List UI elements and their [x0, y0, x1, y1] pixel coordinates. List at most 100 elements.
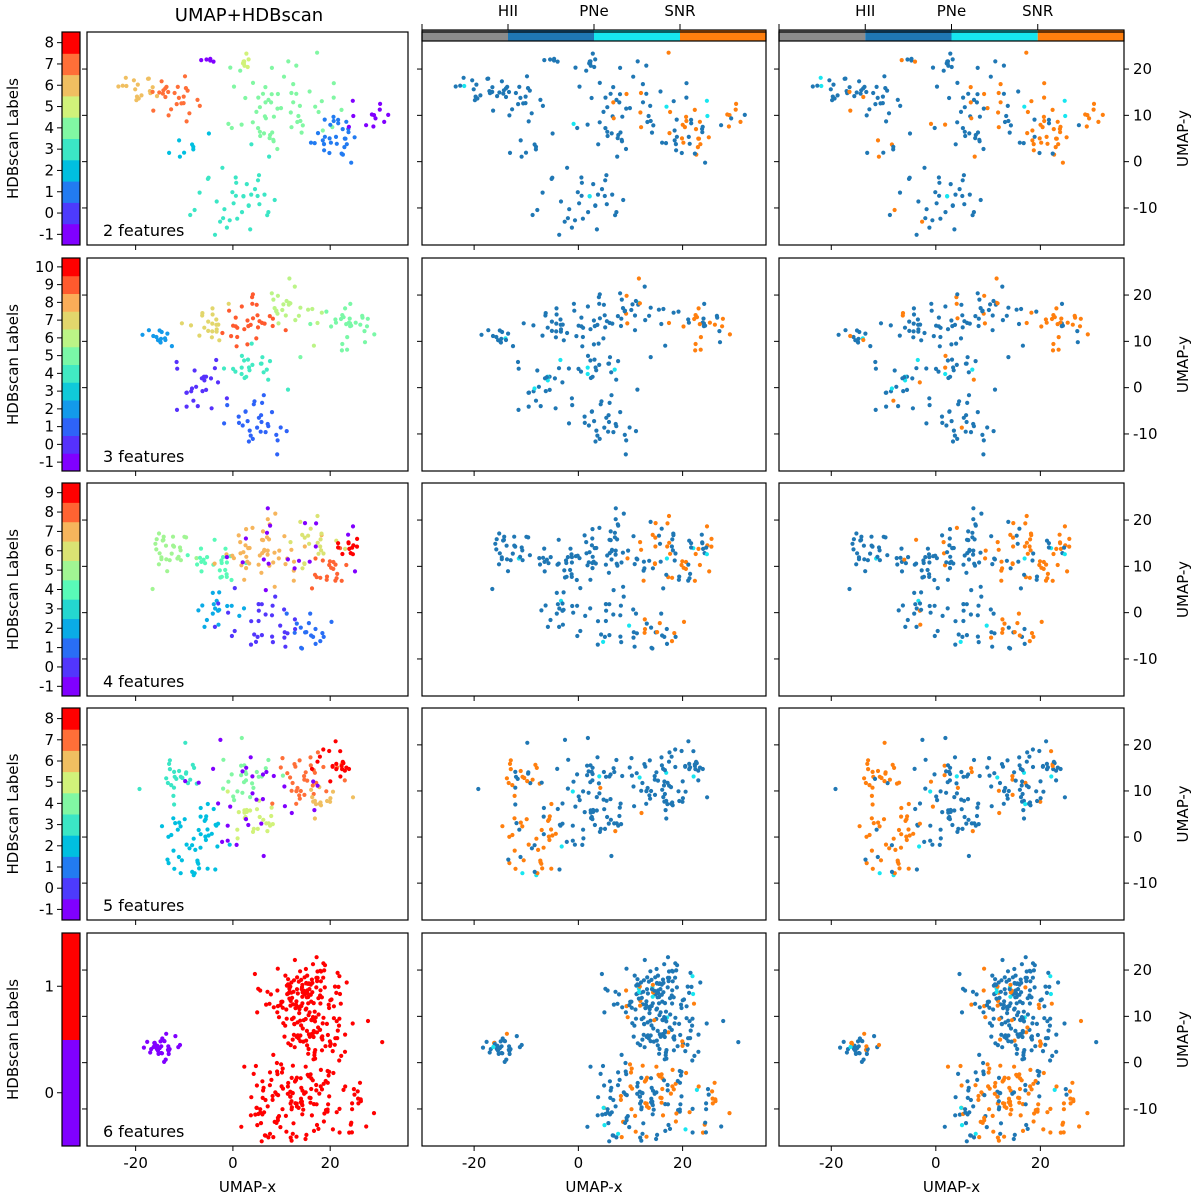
- scatter-point: [876, 154, 882, 159]
- scatter-point: [562, 737, 568, 743]
- scatter-point: [577, 798, 582, 803]
- label-colorbar-segment: [62, 637, 80, 658]
- scatter-point: [674, 148, 679, 153]
- scatter-point: [977, 297, 982, 302]
- scatter-point: [929, 308, 934, 313]
- scatter-point: [270, 130, 275, 135]
- scatter-point: [961, 173, 967, 178]
- scatter-point: [322, 1111, 327, 1116]
- scatter-point: [1025, 996, 1030, 1001]
- scatter-point: [574, 577, 579, 583]
- scatter-point: [285, 1091, 290, 1096]
- scatter-point: [1062, 795, 1067, 800]
- label-colorbar-ticklabel: 8: [44, 34, 54, 52]
- scatter-point: [1018, 586, 1024, 591]
- scatter-point: [315, 131, 321, 136]
- class-colorbar-segment: [951, 30, 1038, 41]
- scatter-point: [869, 793, 875, 799]
- scatter-point: [1030, 747, 1035, 752]
- scatter-point: [901, 389, 906, 394]
- scatter-point: [1041, 1127, 1046, 1132]
- scatter-point: [331, 1070, 336, 1076]
- scatter-point: [961, 608, 966, 613]
- scatter-point: [290, 1063, 295, 1068]
- scatter-point: [947, 543, 952, 548]
- scatter-point: [210, 306, 215, 311]
- scatter-point: [1054, 768, 1059, 773]
- scatter-point: [654, 966, 659, 972]
- scatter-point: [588, 810, 593, 815]
- scatter-point: [970, 367, 975, 372]
- scatter-point: [864, 113, 869, 118]
- scatter-point: [582, 414, 587, 419]
- scatter-point: [260, 1095, 265, 1100]
- scatter-point: [651, 123, 656, 128]
- scatter-point: [1005, 103, 1010, 108]
- scatter-point: [242, 327, 247, 332]
- scatter-point: [656, 533, 662, 538]
- scatter-point: [1017, 526, 1022, 531]
- scatter-point: [1021, 808, 1026, 813]
- label-colorbar-segment: [62, 708, 80, 730]
- scatter-point: [1078, 316, 1083, 321]
- scatter-point: [1085, 113, 1090, 118]
- scatter-point: [294, 1002, 299, 1007]
- scatter-point: [891, 144, 896, 149]
- scatter-point: [261, 131, 267, 136]
- scatter-point: [480, 1045, 486, 1050]
- scatter-point: [991, 611, 996, 616]
- scatter-point: [554, 306, 559, 311]
- scatter-point: [847, 85, 852, 90]
- scatter-point: [1017, 755, 1022, 760]
- scatter-point: [506, 780, 511, 786]
- scatter-point: [373, 116, 378, 121]
- scatter-point: [949, 419, 954, 424]
- scatter-point: [892, 368, 897, 373]
- scatter-point: [202, 818, 207, 824]
- scatter-point: [270, 1093, 275, 1099]
- scatter-point: [309, 1113, 314, 1118]
- scatter-point: [328, 779, 333, 784]
- scatter-point: [192, 765, 197, 771]
- scatter-point: [518, 554, 523, 560]
- scatter-point: [717, 340, 723, 345]
- scatter-point: [667, 131, 672, 136]
- scatter-point: [670, 1067, 675, 1072]
- scatter-point: [605, 133, 610, 139]
- scatter-point: [1039, 324, 1044, 329]
- scatter-point: [540, 866, 545, 871]
- scatter-point: [613, 213, 618, 218]
- scatter-point: [249, 192, 254, 197]
- scatter-point: [569, 396, 575, 401]
- scatter-point: [252, 632, 257, 637]
- scatter-point: [308, 321, 313, 327]
- figure-title: UMAP+HDBscan: [175, 5, 323, 26]
- scatter-point: [254, 769, 259, 775]
- scatter-point: [981, 106, 986, 111]
- scatter-point: [204, 57, 209, 62]
- scatter-point: [652, 1018, 657, 1023]
- scatter-point: [328, 122, 333, 127]
- scatter-point: [970, 213, 975, 218]
- label-colorbar-ticklabel: 0: [44, 879, 54, 897]
- scatter-point: [1018, 977, 1023, 982]
- scatter-point: [343, 1032, 348, 1037]
- scatter-point: [330, 763, 335, 769]
- scatter-point: [166, 1044, 171, 1049]
- scatter-point: [372, 332, 377, 337]
- scatter-point: [687, 767, 692, 772]
- scatter-point: [546, 834, 552, 839]
- scatter-point: [1067, 536, 1072, 542]
- scatter-point: [603, 325, 608, 330]
- scatter-point: [712, 322, 718, 327]
- scatter-point: [588, 327, 593, 332]
- scatter-point: [959, 425, 964, 430]
- scatter-point: [937, 344, 942, 349]
- scatter-point: [154, 94, 160, 99]
- scatter-point: [570, 823, 575, 828]
- scatter-point: [576, 366, 581, 371]
- scatter-point: [588, 63, 593, 68]
- scatter-point: [1007, 1023, 1012, 1028]
- scatter-point: [1012, 630, 1017, 635]
- scatter-point: [265, 548, 270, 553]
